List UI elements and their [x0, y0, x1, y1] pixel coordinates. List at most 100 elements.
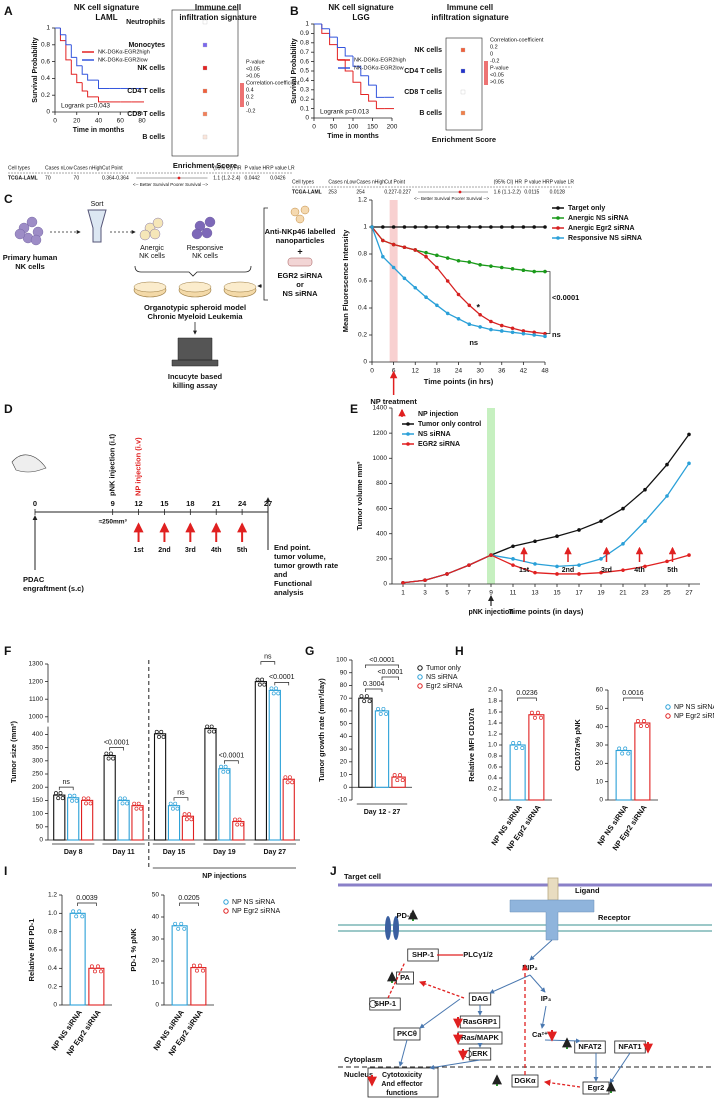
y-tick-label: 0 — [53, 1002, 57, 1009]
label: and — [274, 570, 288, 579]
series-marker — [424, 250, 428, 255]
bar — [218, 768, 231, 841]
legend-marker — [556, 216, 560, 220]
y-tick-label: 20 — [340, 759, 348, 766]
row-label: NK cells — [414, 47, 442, 54]
x-tick-label: 3 — [423, 590, 427, 597]
x-tick-label: 40 — [95, 118, 103, 125]
y-tick-label: 0.2 — [488, 786, 497, 793]
y-tick-label: 200 — [376, 556, 387, 563]
x-tick-label: Day 15 — [163, 849, 186, 856]
y-tick-label: 1000 — [29, 714, 44, 721]
logrank-label: Logrank p=0.013 — [320, 109, 369, 116]
bar-point — [136, 801, 141, 806]
legend-marker — [223, 899, 229, 905]
bar-point — [400, 778, 405, 783]
enrichment-dot — [202, 88, 208, 94]
table-header: P value HR — [245, 165, 271, 171]
series-marker — [665, 462, 669, 467]
bar — [254, 681, 267, 841]
bar-point — [532, 715, 537, 720]
colorbar — [484, 61, 488, 85]
legend-label: >0.05 — [246, 73, 260, 79]
legend-marker — [406, 432, 410, 436]
bar-point — [157, 734, 161, 739]
node-label: Cytotoxicity — [382, 1072, 422, 1079]
label: + — [297, 246, 302, 256]
x-axis-label: Time points (in hrs) — [424, 377, 494, 386]
legend-label: P-value — [490, 65, 509, 71]
bar-point — [70, 798, 75, 803]
dish-icon — [178, 281, 212, 293]
bar — [358, 697, 373, 788]
significance-bracket — [77, 902, 97, 906]
y-tick-label: 1100 — [29, 696, 43, 703]
x-tick-label: 1 — [401, 590, 405, 597]
bar — [103, 754, 116, 841]
legend-label: 0.2 — [246, 94, 254, 100]
bar-point — [635, 719, 640, 723]
table-header: Cell types — [292, 179, 314, 185]
bar-point — [207, 729, 212, 734]
legend-label: 0 — [490, 51, 493, 57]
node-label: Ca²⁺ — [532, 1030, 548, 1039]
legend-marker — [665, 704, 671, 710]
bar — [131, 805, 144, 841]
bar-point — [290, 780, 295, 785]
highlight-band — [487, 408, 495, 584]
plot-frame — [171, 9, 239, 157]
km-step — [329, 33, 338, 46]
bar-point — [511, 741, 516, 745]
series-marker — [391, 265, 396, 270]
node-label: DGKα — [514, 1076, 536, 1085]
km-step — [336, 44, 346, 61]
legend-label: Egr2 siRNA — [426, 683, 463, 690]
x-tick-label: Day 27 — [264, 849, 287, 856]
x-tick-label: 0 — [370, 368, 374, 375]
series-marker — [424, 225, 428, 229]
legend-label: P-value — [246, 59, 265, 65]
series-marker — [445, 311, 450, 316]
series-marker — [435, 303, 439, 308]
significance-bracket — [260, 661, 276, 665]
bar — [53, 794, 66, 841]
node-label: RasGRP1 — [463, 1017, 497, 1026]
pathway-arrow — [419, 998, 461, 1029]
cell-icon — [201, 227, 213, 239]
y-tick-label: 60 — [340, 708, 348, 715]
series-marker — [599, 570, 603, 575]
y-tick-label: 1 — [46, 25, 50, 32]
km-step — [76, 74, 83, 84]
km-step — [70, 44, 77, 58]
y-tick-label: 0.6 — [488, 764, 497, 771]
legend-label: NP injection — [418, 411, 458, 418]
series-marker — [424, 295, 428, 300]
node-label: SHP-1 — [412, 950, 434, 959]
logrank-label: Logrank p=0.043 — [61, 103, 110, 110]
bar-point — [620, 751, 625, 756]
y-tick-label: 0.2 — [300, 96, 309, 103]
series-marker — [643, 564, 647, 569]
significance-label: ns — [177, 790, 185, 797]
x-tick-label: 5 — [445, 590, 449, 597]
significance-bracket — [274, 682, 290, 686]
bar-point — [367, 699, 372, 704]
km-step — [70, 59, 77, 75]
bar-point — [362, 699, 367, 704]
series-marker — [499, 225, 504, 229]
bar-point — [74, 798, 79, 803]
node-label: Egr2 — [588, 1083, 605, 1092]
volume-label: ≈250mm³ — [99, 519, 128, 526]
series-marker — [599, 557, 603, 561]
bar-point — [276, 691, 281, 696]
km-step — [375, 85, 385, 98]
y-tick-label: 0.6 — [300, 58, 309, 65]
km-step — [368, 75, 377, 86]
y-tick-label: 50 — [340, 720, 348, 727]
km-step — [98, 80, 110, 89]
panel-letter: B — [290, 4, 299, 18]
bar-point — [106, 756, 111, 761]
legend-marker — [223, 908, 229, 914]
table-header: Cases nLow — [328, 179, 356, 185]
